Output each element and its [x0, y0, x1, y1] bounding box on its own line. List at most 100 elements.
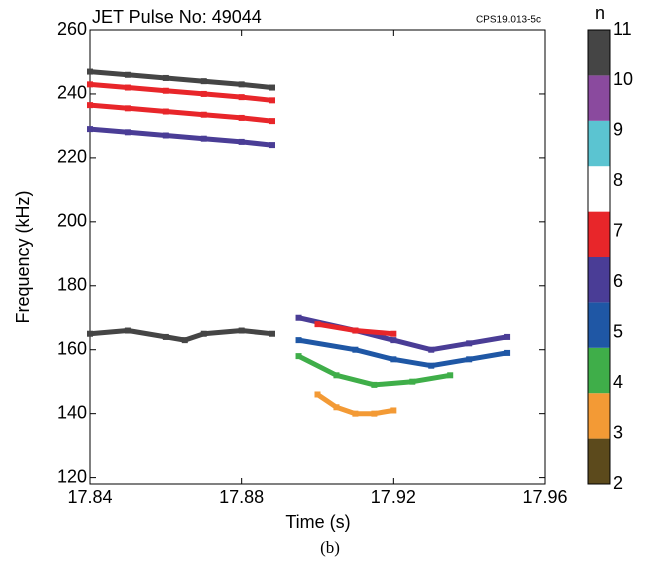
y-tick-label: 220: [57, 147, 87, 167]
mode-point: [269, 118, 275, 125]
mode-point: [162, 132, 169, 139]
mode-point: [352, 410, 359, 417]
mode-trace: [298, 337, 508, 369]
mode-point: [371, 381, 378, 388]
mode-point: [295, 337, 302, 344]
mode-point: [87, 330, 93, 337]
mode-point: [124, 105, 131, 112]
mode-point: [352, 327, 359, 334]
mode-point: [295, 353, 302, 360]
mode-point: [314, 321, 321, 328]
colorbar-segment: [588, 438, 610, 484]
colorbar-segment: [588, 30, 610, 76]
mode-point: [447, 372, 454, 379]
mode-point: [124, 84, 131, 91]
plot-frame: [89, 29, 546, 485]
colorbar-segment: [588, 347, 610, 394]
mode-point: [200, 78, 207, 85]
mode-point: [200, 90, 207, 97]
mode-point: [314, 391, 321, 398]
y-axis-label: Frequency (kHz): [13, 190, 33, 323]
colorbar-label: 10: [613, 69, 633, 89]
mode-point: [124, 129, 131, 136]
x-tick-label: 17.96: [522, 487, 567, 507]
mode-point: [181, 337, 188, 344]
mode-trace: [89, 102, 273, 124]
colorbar-label: 5: [613, 321, 623, 341]
mode-trace: [89, 81, 273, 103]
colorbar-label: 7: [613, 221, 623, 241]
y-tick-label: 120: [57, 466, 87, 486]
mode-point: [409, 378, 416, 385]
mode-point: [238, 94, 245, 101]
mode-point: [87, 102, 93, 109]
colorbar-frame: [587, 29, 611, 485]
mode-point: [466, 356, 473, 363]
mode-point: [390, 337, 397, 344]
mode-point: [269, 84, 275, 91]
colorbar-segment: [588, 302, 610, 348]
x-tick-label: 17.84: [67, 487, 112, 507]
mode-point: [87, 68, 93, 75]
mode-point: [333, 372, 340, 379]
mode-point: [390, 330, 397, 337]
mode-trace: [89, 69, 273, 90]
colorbar-segment: [588, 120, 610, 167]
mode-point: [238, 114, 245, 121]
mode-trace: [89, 126, 273, 148]
annotation: CPS19.013-5c: [476, 15, 541, 26]
colorbar-label: 11: [613, 19, 632, 39]
mode-point: [162, 108, 169, 115]
colorbar-label: 8: [613, 170, 623, 190]
mode-point: [428, 362, 435, 369]
chart-title: JET Pulse No: 49044: [92, 7, 262, 27]
mode-point: [390, 356, 397, 363]
mode-point: [238, 138, 245, 145]
y-tick-label: 160: [57, 338, 87, 358]
mode-point: [504, 333, 511, 340]
mode-point: [200, 330, 207, 337]
colorbar-segment: [588, 75, 610, 121]
y-tick-label: 240: [57, 83, 87, 103]
mode-point: [269, 330, 275, 337]
mode-point: [162, 333, 169, 340]
mode-point: [333, 404, 340, 411]
mode-point: [200, 135, 207, 142]
mode-point: [466, 340, 473, 347]
colorbar-label: 9: [613, 120, 623, 140]
mode-point: [238, 327, 245, 334]
colorbar-segment: [588, 393, 610, 439]
mode-point: [162, 87, 169, 94]
y-tick-label: 260: [57, 19, 87, 39]
mode-point: [87, 126, 93, 133]
mode-point: [371, 410, 378, 417]
colorbar-segment: [588, 257, 610, 303]
colorbar-label: 4: [613, 372, 623, 392]
mode-point: [238, 81, 245, 88]
mode-point: [504, 349, 511, 356]
mode-point: [124, 327, 131, 334]
caption: (b): [320, 538, 340, 557]
mode-point: [162, 74, 169, 81]
y-tick-label: 200: [57, 211, 87, 231]
mode-point: [269, 97, 275, 104]
colorbar-label: 2: [613, 473, 623, 493]
mode-point: [390, 407, 397, 414]
mode-point: [124, 71, 131, 78]
y-tick-label: 180: [57, 275, 87, 295]
mode-point: [428, 346, 435, 353]
mode-point: [87, 81, 93, 88]
x-tick-label: 17.88: [219, 487, 264, 507]
mode-point: [352, 346, 359, 353]
colorbar-label: 3: [613, 422, 623, 442]
colorbar-segment: [588, 211, 610, 257]
mode-point: [295, 314, 302, 321]
x-tick-label: 17.92: [371, 487, 416, 507]
colorbar-label: 6: [613, 271, 623, 291]
x-axis-label: Time (s): [285, 512, 350, 532]
mode-point: [200, 111, 207, 118]
mode-point: [269, 142, 275, 149]
y-tick-label: 140: [57, 402, 87, 422]
colorbar-segment: [588, 166, 610, 212]
